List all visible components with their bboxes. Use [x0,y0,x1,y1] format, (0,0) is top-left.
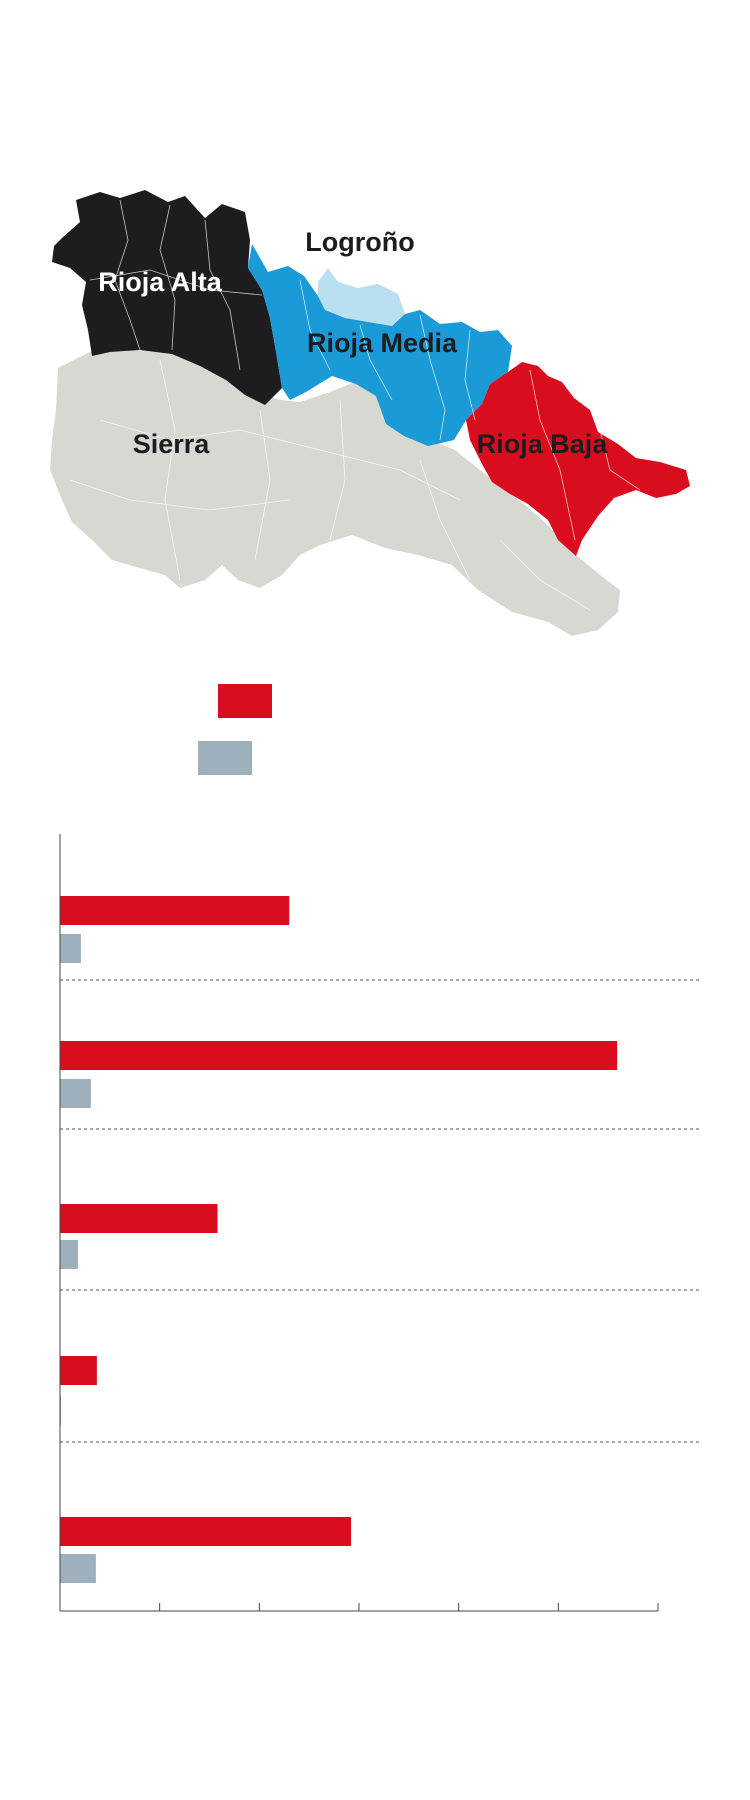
map-region-rioja-media [248,244,512,446]
bar-series-2 [60,934,81,963]
map-region-rioja-baja [466,362,690,556]
label-logrono: Logroño [305,227,414,257]
label-rioja-baja: Rioja Baja [477,429,609,459]
label-rioja-media: Rioja Media [307,328,458,358]
legend-swatch-series-1 [218,684,272,718]
municipality-borders [69,199,641,611]
map-region-rioja-alta [52,190,282,405]
label-rioja-alta: Rioja Alta [98,267,223,297]
bar-series-1 [60,1041,618,1070]
rioja-map: Rioja Alta Logroño Rioja Media Sierra Ri… [50,190,690,636]
bar-series-1 [60,1517,352,1546]
map-labels: Rioja Alta Logroño Rioja Media Sierra Ri… [98,227,608,459]
map-region-logrono [318,268,405,326]
map-region-sierra [50,350,620,636]
label-sierra: Sierra [133,429,211,459]
bar-series-2 [60,1079,91,1108]
bar-series-2 [60,1554,96,1583]
bar-series-2 [60,1240,78,1269]
bar-series-1 [60,1204,218,1233]
bar-chart [59,834,700,1612]
bar-series-1 [60,1356,97,1385]
legend-swatch-series-2 [198,741,252,775]
bar-series-1 [60,896,290,925]
